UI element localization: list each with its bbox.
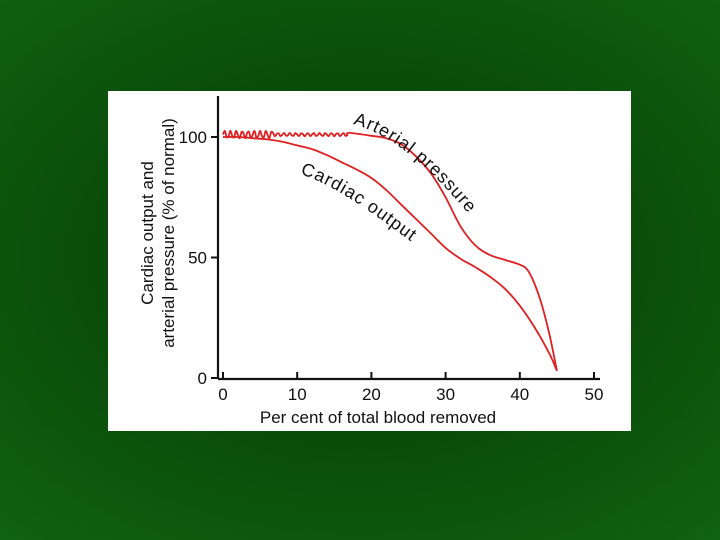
y-axis-title-line-2: arterial pressure (% of normal)	[159, 118, 178, 348]
x-tick-label-30: 30	[436, 385, 455, 404]
x-tick-label-20: 20	[362, 385, 381, 404]
chart-ticks: 0 50 100 0 10 20 30 40 50	[179, 128, 604, 404]
y-tick-label-0: 0	[198, 369, 207, 388]
x-tick-label-50: 50	[585, 385, 604, 404]
chart-axes	[216, 96, 600, 381]
y-axis-title-line-1: Cardiac output and	[138, 161, 157, 305]
chart-curves	[222, 129, 558, 372]
series-line-arterial-pressure	[222, 129, 558, 371]
chart-svg: 0 50 100 0 10 20 30 40 50 Per cent of total bloo…	[138, 96, 604, 427]
chart-panel: 0 50 100 0 10 20 30 40 50 Per cent of total bloo…	[108, 91, 631, 431]
x-axis-title: Per cent of total blood removed	[260, 408, 496, 427]
x-tick-label-10: 10	[288, 385, 307, 404]
series-line-cardiac-output	[222, 136, 558, 372]
y-tick-label-50: 50	[188, 249, 207, 268]
y-tick-label-100: 100	[179, 128, 207, 147]
x-tick-label-40: 40	[510, 385, 529, 404]
x-tick-label-0: 0	[218, 385, 227, 404]
